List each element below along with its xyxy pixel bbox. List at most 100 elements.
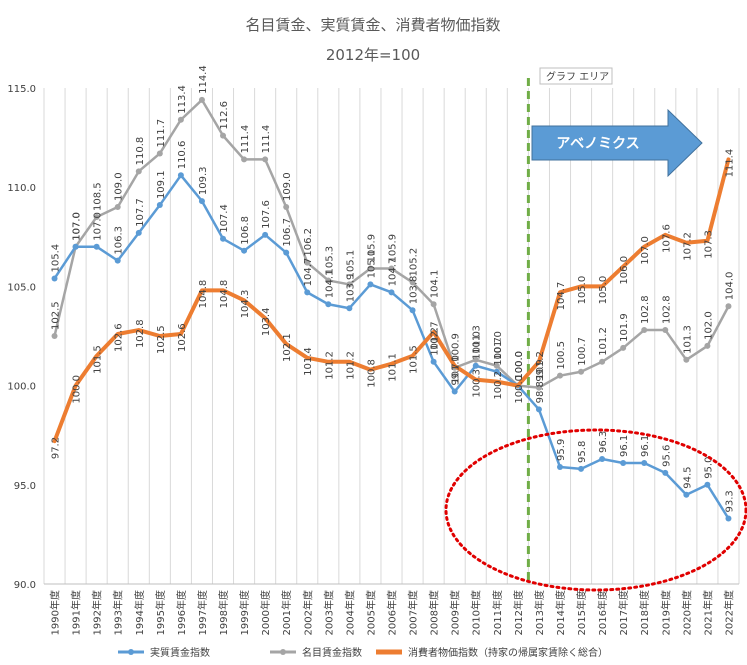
x-tick-label: 2011年度	[491, 590, 504, 635]
data-label: 106.7	[282, 218, 293, 247]
data-point	[620, 459, 627, 466]
data-label: 102.6	[177, 323, 188, 352]
data-point	[535, 406, 542, 413]
data-point	[93, 213, 100, 220]
data-label: 101.0	[493, 331, 504, 360]
data-label: 99.9	[535, 359, 546, 381]
chart-title: 名目賃金、実質賃金、消費者物価指数	[245, 16, 500, 34]
x-tick-label: 1993年度	[112, 590, 125, 635]
data-label: 98.8	[535, 381, 546, 403]
data-point	[430, 358, 437, 365]
data-label: 95.8	[577, 441, 588, 463]
data-label: 100.0	[72, 375, 83, 404]
data-label: 107.2	[682, 232, 693, 261]
data-label: 114.4	[198, 65, 209, 94]
data-label: 101.5	[409, 345, 420, 374]
y-tick-label: 110.0	[7, 183, 36, 194]
data-label: 104.8	[198, 280, 209, 309]
x-tick-label: 1994年度	[133, 590, 146, 635]
data-point	[177, 172, 184, 179]
x-tick-label: 1999年度	[238, 590, 251, 635]
data-point	[388, 289, 395, 296]
x-tick-label: 1998年度	[217, 590, 230, 635]
data-point	[220, 132, 227, 139]
data-label: 96.3	[598, 431, 609, 453]
data-label: 107.0	[72, 212, 83, 241]
legend-marker	[128, 649, 134, 655]
abenomics-arrow-shape	[531, 108, 703, 178]
x-tick-label: 2007年度	[407, 590, 420, 635]
data-label: 106.3	[114, 226, 125, 255]
data-point	[451, 388, 458, 395]
data-label: 100.8	[366, 359, 377, 388]
data-point	[156, 150, 163, 157]
data-point	[304, 259, 311, 266]
data-point	[325, 301, 332, 308]
data-label: 100.7	[577, 337, 588, 366]
data-label: 100.0	[514, 351, 525, 380]
x-tick-label: 2001年度	[280, 590, 293, 635]
data-label: 100.5	[556, 341, 567, 370]
data-label: 101.2	[598, 327, 609, 356]
data-point	[325, 277, 332, 284]
data-point	[367, 265, 374, 272]
data-label: 102.6	[114, 323, 125, 352]
data-point	[114, 257, 121, 264]
data-label: 95.0	[703, 457, 714, 479]
data-label: 105.4	[51, 244, 62, 273]
data-point	[535, 384, 542, 391]
data-point	[388, 265, 395, 272]
data-point	[198, 198, 205, 205]
x-tick-label: 2019年度	[659, 590, 672, 635]
data-point	[241, 156, 248, 163]
data-label: 105.0	[577, 276, 588, 305]
data-label: 93.3	[724, 490, 735, 512]
legend-label: 名目賃金指数	[302, 646, 362, 659]
data-label: 112.6	[219, 101, 230, 130]
data-label: 107.0	[93, 212, 104, 241]
x-tick-label: 2003年度	[322, 590, 335, 635]
data-label: 104.0	[724, 272, 735, 301]
y-tick-label: 115.0	[7, 84, 36, 95]
data-label: 102.8	[661, 295, 672, 324]
data-label: 100.7	[493, 337, 504, 366]
data-point	[346, 305, 353, 312]
data-point	[556, 463, 563, 470]
x-tick-label: 1992年度	[91, 590, 104, 635]
data-label: 109.0	[114, 172, 125, 201]
data-point	[578, 368, 585, 375]
data-label: 103.9	[345, 274, 356, 303]
data-label: 103.8	[409, 276, 420, 305]
data-label: 94.5	[682, 466, 693, 488]
data-point	[704, 481, 711, 488]
data-label: 107.4	[219, 204, 230, 233]
x-tick-label: 1997年度	[196, 590, 209, 635]
data-point	[430, 301, 437, 308]
chart-subtitle: 2012年=100	[326, 46, 420, 64]
x-tick-label: 2000年度	[259, 590, 272, 635]
x-tick-label: 1990年度	[49, 590, 62, 635]
x-tick-label: 1996年度	[175, 590, 188, 635]
data-point	[93, 243, 100, 250]
data-point	[198, 96, 205, 103]
data-label: 111.4	[261, 125, 272, 154]
data-label: 108.5	[93, 182, 104, 211]
area-tag-box	[539, 67, 613, 85]
data-label: 104.7	[303, 258, 314, 287]
data-point	[135, 168, 142, 175]
x-axis: 1990年度 1991年度 1992年度 1993年度 1994年度 1995年度 1996…	[49, 590, 736, 635]
data-point	[641, 459, 648, 466]
data-label: 106.2	[303, 228, 314, 257]
x-tick-label: 2006年度	[386, 590, 399, 635]
data-label: 101.0	[472, 331, 483, 360]
data-label: 107.0	[640, 236, 651, 265]
data-label: 101.1	[388, 353, 399, 382]
data-label: 101.3	[682, 325, 693, 354]
data-label: 101.2	[430, 327, 441, 356]
data-label: 111.7	[156, 119, 167, 148]
data-point	[493, 368, 500, 375]
data-point	[704, 342, 711, 349]
data-point	[177, 116, 184, 123]
data-label: 101.0	[451, 355, 462, 384]
x-tick-label: 2015年度	[575, 590, 588, 635]
